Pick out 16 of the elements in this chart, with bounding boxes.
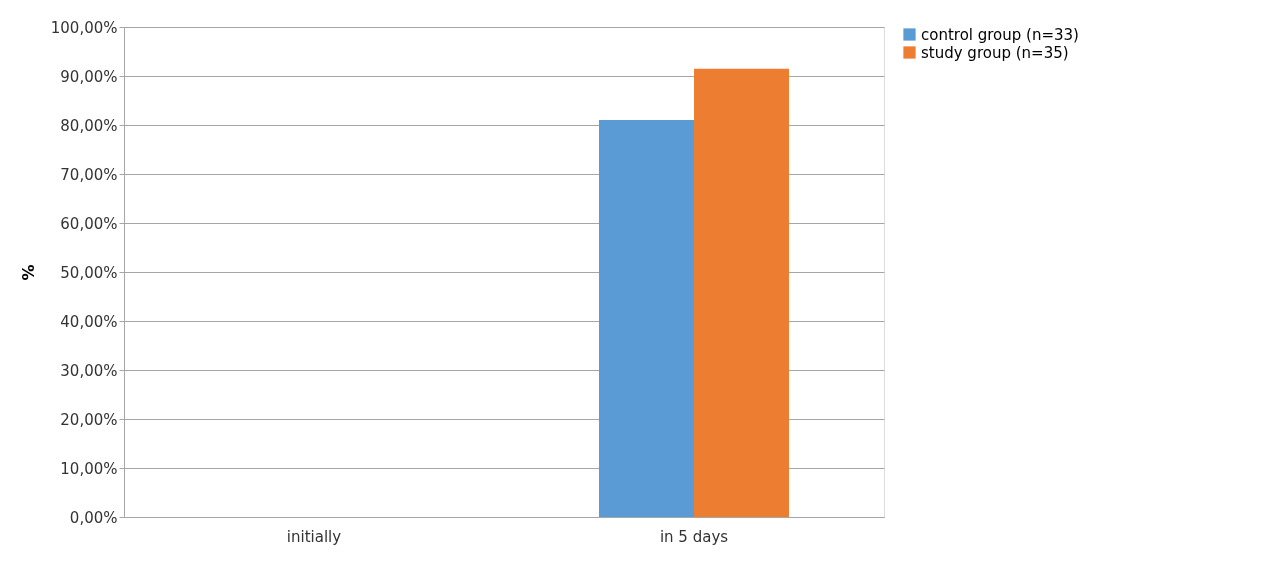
x-tick-label: initially xyxy=(286,527,342,546)
y-tick-label: 20,00% xyxy=(60,410,118,429)
y-tick-label: 70,00% xyxy=(60,165,118,184)
y-tick-label: 40,00% xyxy=(60,312,118,331)
y-tick-label: 90,00% xyxy=(60,67,118,86)
y-tick-label: 10,00% xyxy=(60,459,118,478)
y-tick-label: 100,00% xyxy=(50,18,118,37)
y-tick-label: 50,00% xyxy=(60,263,118,282)
y-tick-label: 0,00% xyxy=(69,508,118,527)
y-axis-title: % xyxy=(18,264,38,281)
legend-label: control group (n=33) xyxy=(921,25,1079,44)
legend-label: study group (n=35) xyxy=(921,43,1069,62)
y-tick-label: 80,00% xyxy=(60,116,118,135)
x-tick-label: in 5 days xyxy=(659,527,729,546)
y-tick-label: 30,00% xyxy=(60,361,118,380)
y-tick-label: 60,00% xyxy=(60,214,118,233)
